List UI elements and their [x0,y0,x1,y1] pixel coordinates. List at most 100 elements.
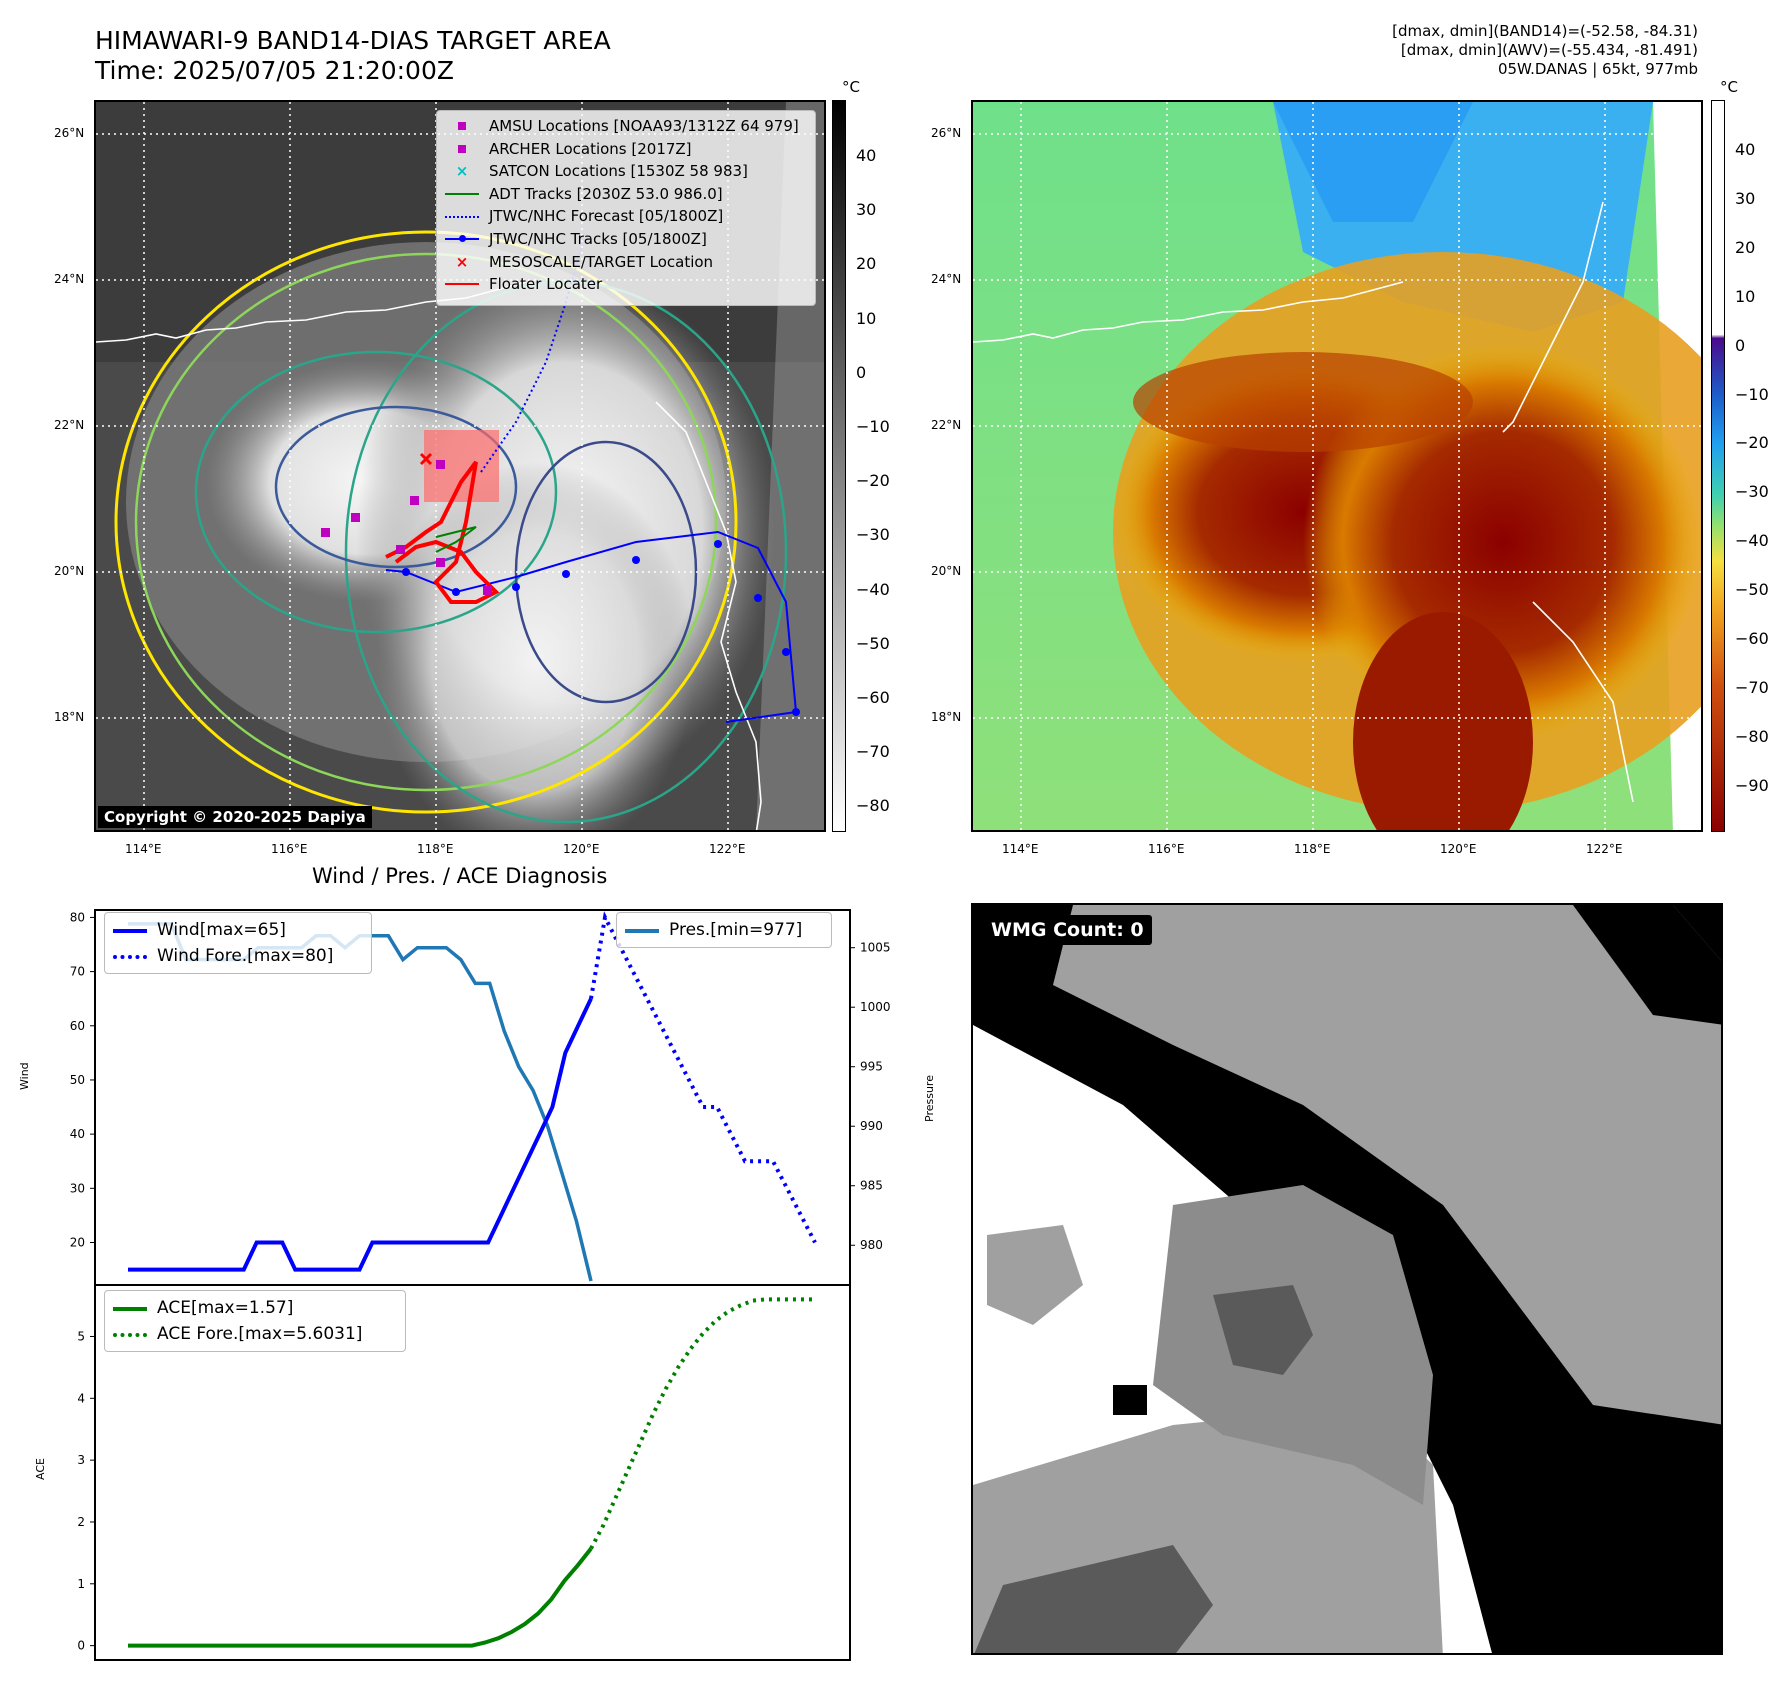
wind-tick-label: 70 [70,965,85,979]
legend-pressure: Pres.[min=977] [669,920,803,940]
colorbar-tick-label: −70 [1735,677,1769,697]
legend-wind-forecast: Wind Fore.[max=80] [157,946,334,966]
ace-panel-frame [94,1284,851,1661]
colorbar-tick-label: 0 [1735,335,1746,355]
enhanced-map-panel [971,100,1703,832]
colorbar-tick-label: −80 [856,796,890,816]
wmg-image [973,905,1721,1653]
lat-label: 20°N [931,564,962,578]
lat-label: 18°N [54,710,85,724]
line-icon [113,1301,147,1315]
colorbar-tick-label: −50 [1735,580,1769,600]
diagnosis-chart: 80 70 60 50 40 30 20 1005 1000 995 990 985 980 5 4 3 2 1 0 [70,909,891,1661]
awv-range: [dmax, dmin](AWV)=(-55.434, -81.491) [1400,41,1698,59]
ace-forecast-line [589,1297,815,1550]
enhanced-map-image [973,102,1701,830]
colorbar-tick-label: 30 [856,200,877,220]
dotted-line-icon [113,1327,147,1341]
wind-tick-label: 60 [70,1019,85,1033]
colorbar-unit: °C [842,78,860,96]
colorbar-tick-label: −80 [1735,726,1769,746]
wind-tick-label: 80 [70,910,85,924]
enhanced-colorbar [1711,100,1725,832]
legend-wind: Wind[max=65] [157,920,286,940]
lon-label: 122°E [1586,842,1623,856]
dotted-line-icon [445,210,479,224]
ace-tick-label: 4 [77,1391,85,1405]
colorbar-tick-label: −40 [856,579,890,599]
lon-label: 116°E [1148,842,1185,856]
line-dot-icon [445,232,479,246]
pressure-tick-label: 990 [860,1119,883,1133]
line-icon [113,923,147,937]
pressure-tick-label: 985 [860,1179,883,1193]
wind-tick-label: 20 [70,1235,85,1249]
legend-item-tracks: JTWC/NHC Tracks [05/1800Z] [445,228,807,251]
colorbar-tick-label: 10 [1735,286,1756,306]
wmg-count-badge: WMG Count: 0 [983,915,1152,945]
figure-time: Time: 2025/07/05 21:20:00Z [95,56,454,85]
colorbar-tick-label: −20 [856,471,890,491]
x-marker-icon: × [455,252,469,271]
square-marker-icon [445,119,479,133]
colorbar-tick-label: −40 [1735,531,1769,551]
storm-info: [dmax, dmin](BAND14)=(-52.58, -84.31) [d… [1392,22,1698,79]
legend-ace: ACE[max=1.57] [157,1298,294,1318]
dotted-line-icon [113,949,147,963]
pressure-tick-label: 995 [860,1060,883,1074]
lat-label: 26°N [931,126,962,140]
colorbar-tick-label: 40 [856,146,877,165]
ace-tick-label: 0 [77,1639,85,1653]
ace-axis-label: ACE [34,1458,47,1480]
ace-tick-label: 3 [77,1453,85,1467]
copyright-badge: Copyright © 2020-2025 Dapiya [98,806,372,828]
colorbar-tick-label: −10 [856,417,890,436]
wmg-panel: WMG Count: 0 [971,903,1723,1655]
lat-label: 22°N [54,418,85,432]
colorbar-tick-label: 40 [1735,140,1756,159]
figure-title: HIMAWARI-9 BAND14-DIAS TARGET AREA [95,26,611,55]
colorbar-tick-label: −90 [1735,775,1769,795]
ace-legend: ACE[max=1.57] ACE Fore.[max=5.6031] [104,1290,406,1352]
colorbar-tick-label: 0 [856,362,867,382]
line-icon [625,923,659,937]
wind-tick-label: 30 [70,1181,85,1195]
legend-item-satcon: × SATCON Locations [1530Z 58 983] [445,160,807,183]
wind-axis-label: Wind [18,1062,31,1090]
lon-label: 122°E [709,842,746,856]
lat-label: 24°N [54,272,85,286]
pressure-tick-label: 1005 [860,941,891,955]
legend-item-amsu: AMSU Locations [NOAA93/1312Z 64 979] [445,115,807,138]
legend-item-forecast: JTWC/NHC Forecast [05/1800Z] [445,205,807,228]
lon-label: 118°E [417,842,454,856]
lon-label: 120°E [563,842,600,856]
colorbar-tick-label: −60 [1735,629,1769,648]
colorbar-tick-label: 10 [856,308,877,328]
colorbar-tick-label: −60 [856,688,890,707]
legend-ace-forecast: ACE Fore.[max=5.6031] [157,1324,363,1344]
colorbar-tick-label: 20 [856,254,877,274]
legend-item-adt: ADT Tracks [2030Z 53.0 986.0] [445,183,807,206]
lon-label: 120°E [1440,842,1477,856]
ace-tick-label: 2 [77,1515,85,1529]
lat-label: 20°N [54,564,85,578]
colorbar-tick-label: −20 [1735,433,1769,453]
lon-label: 114°E [125,842,162,856]
wind-forecast-line [589,911,817,1244]
wind-legend: Wind[max=65] Wind Fore.[max=80] [104,912,372,974]
pressure-legend: Pres.[min=977] [616,912,832,948]
pressure-tick-label: 980 [860,1238,883,1252]
pressure-tick-label: 1000 [860,1000,891,1014]
square-marker-icon [445,142,479,156]
wind-tick-label: 50 [70,1073,85,1087]
colorbar-tick-label: 30 [1735,188,1756,208]
legend-item-floater: Floater Locater [445,273,807,296]
colorbar-tick-label: −30 [1735,482,1769,502]
legend-item-mesoscale: × MESOSCALE/TARGET Location [445,251,807,274]
colorbar-tick-label: −10 [1735,384,1769,404]
pressure-series-line [128,922,593,1282]
wind-series-line [128,997,593,1272]
lat-label: 24°N [931,272,962,286]
wind-tick-label: 40 [70,1127,85,1141]
ace-tick-label: 5 [77,1329,85,1343]
